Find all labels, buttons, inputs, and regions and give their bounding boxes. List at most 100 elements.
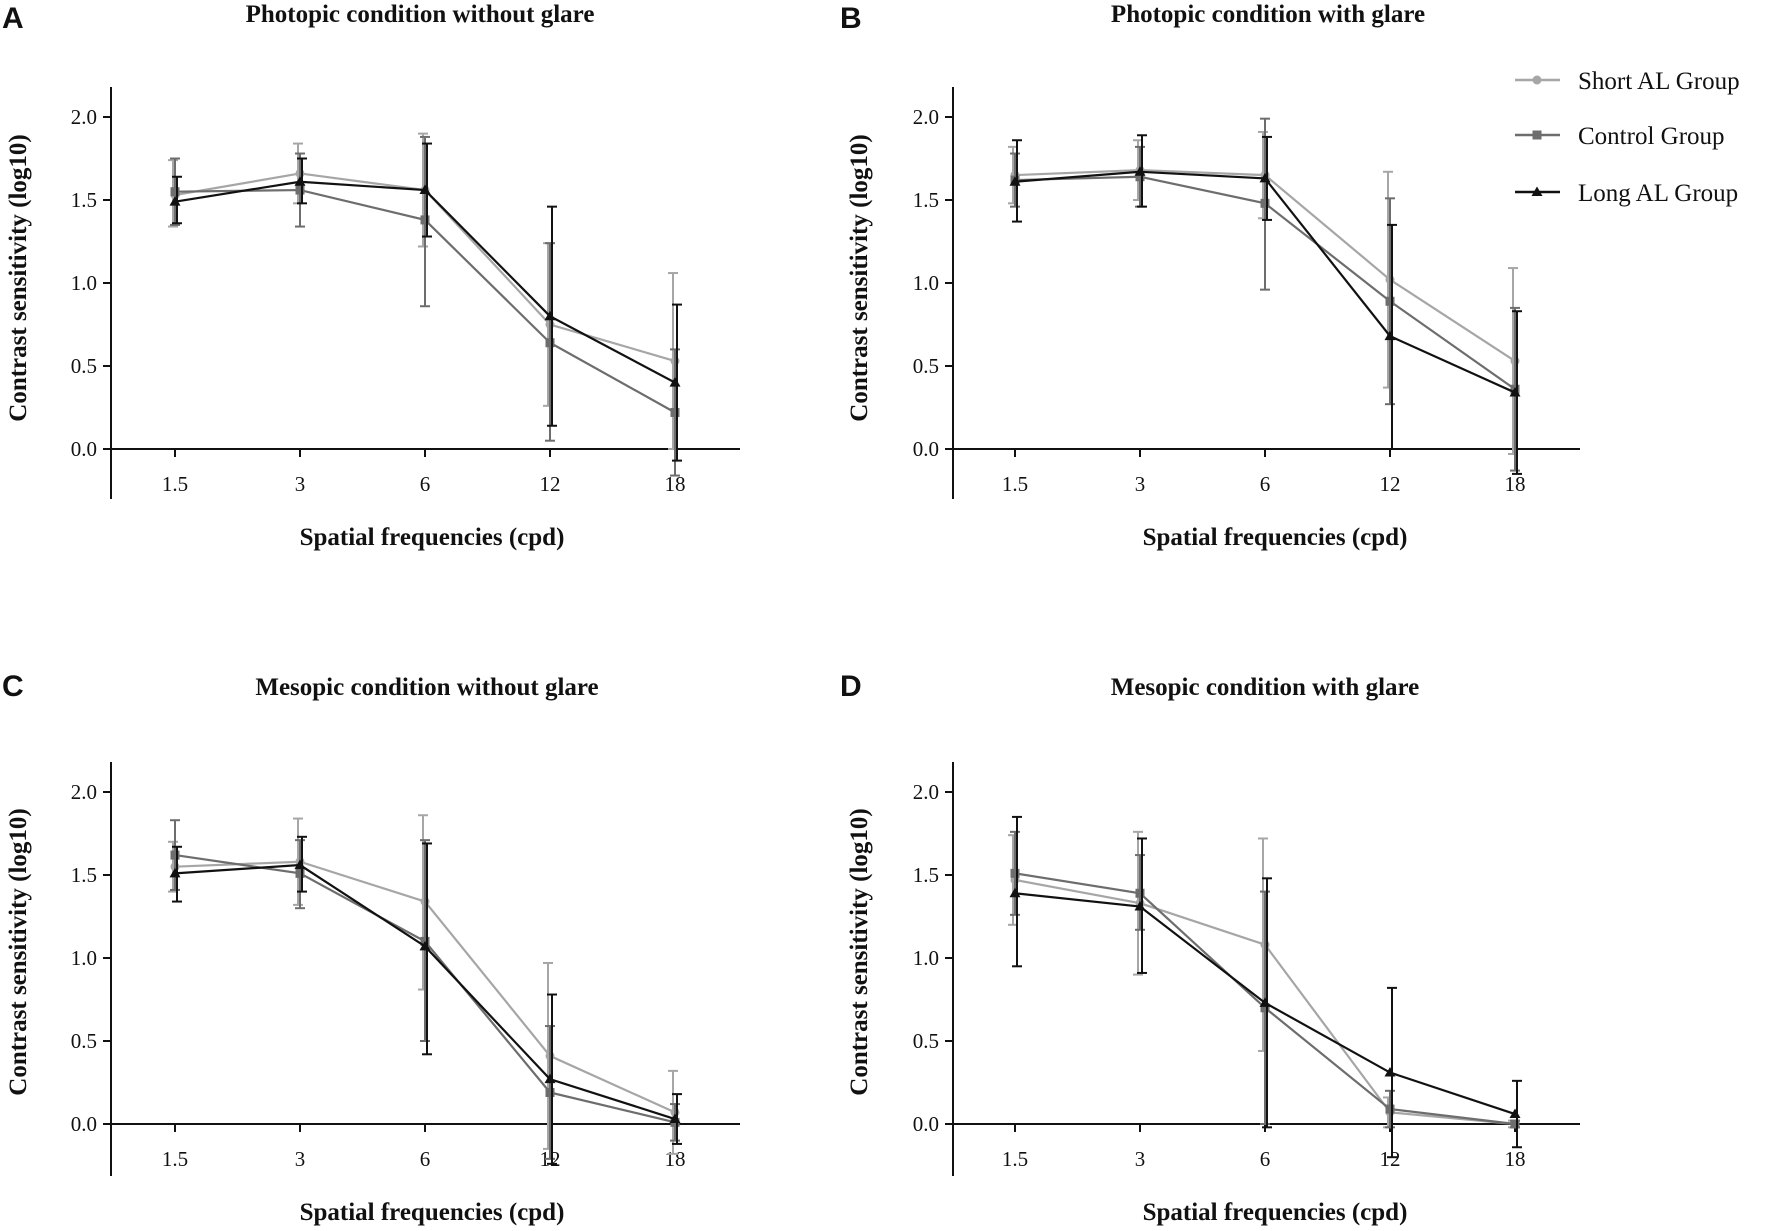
panel-d-title: Mesopic condition with glare — [1111, 674, 1420, 701]
data-point — [545, 1087, 555, 1097]
panel-a: A Photopic condition without glare Spati… — [2, 1, 740, 551]
legend: Short AL Group Control Group Long AL Gro… — [1515, 68, 1740, 207]
panel-d-y-tick-label: 0.0 — [913, 1112, 939, 1136]
panel-d: D Mesopic condition with glare Spatial f… — [840, 670, 1580, 1226]
data-point — [294, 176, 306, 186]
data-point — [420, 215, 430, 225]
panel-letter-d: D — [840, 670, 862, 703]
panel-d-y-tick-label: 1.5 — [913, 863, 939, 887]
panel-a-x-tick-label: 3 — [295, 472, 306, 496]
panel-a-y-tick-label: 0.5 — [71, 354, 97, 378]
panel-b-x-tick-label: 12 — [1380, 472, 1401, 496]
panel-b-y-tick-label: 2.0 — [913, 105, 939, 129]
panel-d-y-tick-label: 2.0 — [913, 780, 939, 804]
panel-a-y-tick-label: 0.0 — [71, 437, 97, 461]
data-point — [1510, 1119, 1520, 1129]
panel-c-y-tick-label: 2.0 — [71, 780, 97, 804]
panel-b-xlabel: Spatial frequencies (cpd) — [1143, 524, 1408, 551]
panel-b: B Photopic condition with glare Spatial … — [840, 1, 1580, 551]
panel-letter-a: A — [2, 2, 24, 35]
panel-d-x-tick-label: 3 — [1135, 1147, 1146, 1171]
panel-c-series-control-group — [170, 819, 680, 1160]
panel-a-title: Photopic condition without glare — [246, 1, 595, 28]
panel-c-y-tick-label: 1.5 — [71, 863, 97, 887]
panel-a-y-tick-label: 2.0 — [71, 105, 97, 129]
panel-b-title: Photopic condition with glare — [1111, 1, 1425, 28]
data-point — [1259, 172, 1271, 183]
panel-c-x-tick-label: 6 — [420, 1147, 431, 1171]
panel-a-x-tick-label: 6 — [420, 472, 431, 496]
panel-b-plot-area: 0.0 0.5 1.0 1.5 2.0 1.5 3 6 12 18 — [913, 87, 1580, 499]
panel-a-series-long-al-group — [169, 142, 682, 462]
data-point — [1009, 176, 1021, 186]
legend-label-control: Control Group — [1578, 123, 1725, 150]
data-point — [1509, 1108, 1521, 1119]
panel-c: C Mesopic condition without glare Spatia… — [2, 670, 740, 1226]
data-point — [170, 187, 180, 197]
panel-letter-b: B — [840, 2, 862, 35]
panel-c-x-tick-label: 3 — [295, 1147, 306, 1171]
panel-b-ylabel: Contrast sensitivity (log10) — [846, 134, 873, 421]
panel-letter-c: C — [2, 670, 24, 703]
data-point — [1259, 997, 1271, 1007]
data-point — [1509, 387, 1521, 397]
data-point — [1260, 1003, 1270, 1013]
panel-d-series-short-al-group — [1008, 830, 1520, 1129]
panel-d-x-tick-label: 18 — [1505, 1147, 1526, 1171]
data-point — [1260, 198, 1270, 208]
data-point — [1385, 296, 1395, 306]
panel-b-series-long-al-group — [1009, 134, 1522, 475]
data-point — [419, 184, 431, 195]
panel-a-series-control-group — [170, 135, 680, 477]
panel-a-x-tick-label: 12 — [540, 472, 561, 496]
panel-b-x-tick-label: 18 — [1505, 472, 1526, 496]
data-point — [294, 859, 306, 870]
panel-b-y-tick-label: 0.0 — [913, 437, 939, 461]
data-point — [669, 1113, 681, 1124]
panel-d-series-control-group — [1010, 830, 1520, 1129]
panel-c-y-tick-label: 1.0 — [71, 946, 97, 970]
panel-c-series-long-al-group — [169, 835, 682, 1165]
panel-a-plot-area: 0.0 0.5 1.0 1.5 2.0 1.5 3 6 12 18 — [71, 87, 740, 499]
data-point — [295, 868, 305, 878]
panel-d-plot-area: 0.0 0.5 1.0 1.5 2.0 1.5 3 6 12 18 — [913, 762, 1580, 1176]
panel-c-ylabel: Contrast sensitivity (log10) — [5, 808, 32, 1095]
panel-a-xlabel: Spatial frequencies (cpd) — [300, 524, 565, 551]
panel-b-x-tick-label: 3 — [1135, 472, 1146, 496]
panel-d-xlabel: Spatial frequencies (cpd) — [1143, 1199, 1408, 1226]
data-point — [170, 850, 180, 860]
panel-b-x-tick-label: 1.5 — [1002, 472, 1028, 496]
panel-c-y-tick-label: 0.0 — [71, 1112, 97, 1136]
data-point — [419, 940, 431, 951]
data-point — [1134, 901, 1146, 911]
panel-c-title: Mesopic condition without glare — [255, 674, 598, 701]
data-point — [1384, 1067, 1396, 1077]
panel-b-y-tick-label: 1.5 — [913, 188, 939, 212]
legend-label-long-al: Long AL Group — [1578, 180, 1738, 207]
data-point — [669, 377, 681, 387]
panel-d-x-tick-label: 12 — [1380, 1147, 1401, 1171]
panel-a-series-short-al-group — [168, 132, 680, 450]
panel-d-x-tick-label: 6 — [1260, 1147, 1271, 1171]
panel-d-y-tick-label: 1.0 — [913, 946, 939, 970]
data-point — [545, 338, 555, 348]
data-point — [670, 407, 680, 417]
data-point — [169, 867, 181, 878]
panel-a-ylabel: Contrast sensitivity (log10) — [5, 134, 32, 421]
panel-a-x-tick-label: 18 — [665, 472, 686, 496]
legend-item-short-al: Short AL Group — [1515, 68, 1740, 95]
panel-a-x-tick-label: 1.5 — [162, 472, 188, 496]
data-point — [1135, 172, 1145, 182]
panel-b-y-tick-label: 1.0 — [913, 271, 939, 295]
panel-c-x-tick-label: 18 — [665, 1147, 686, 1171]
panel-c-xlabel: Spatial frequencies (cpd) — [300, 1199, 565, 1226]
panel-c-y-tick-label: 0.5 — [71, 1029, 97, 1053]
panel-c-x-tick-label: 1.5 — [162, 1147, 188, 1171]
data-point — [1135, 888, 1145, 898]
panel-d-ylabel: Contrast sensitivity (log10) — [846, 808, 873, 1095]
panel-b-y-tick-label: 0.5 — [913, 354, 939, 378]
data-point — [169, 196, 181, 206]
data-point — [1134, 166, 1146, 176]
